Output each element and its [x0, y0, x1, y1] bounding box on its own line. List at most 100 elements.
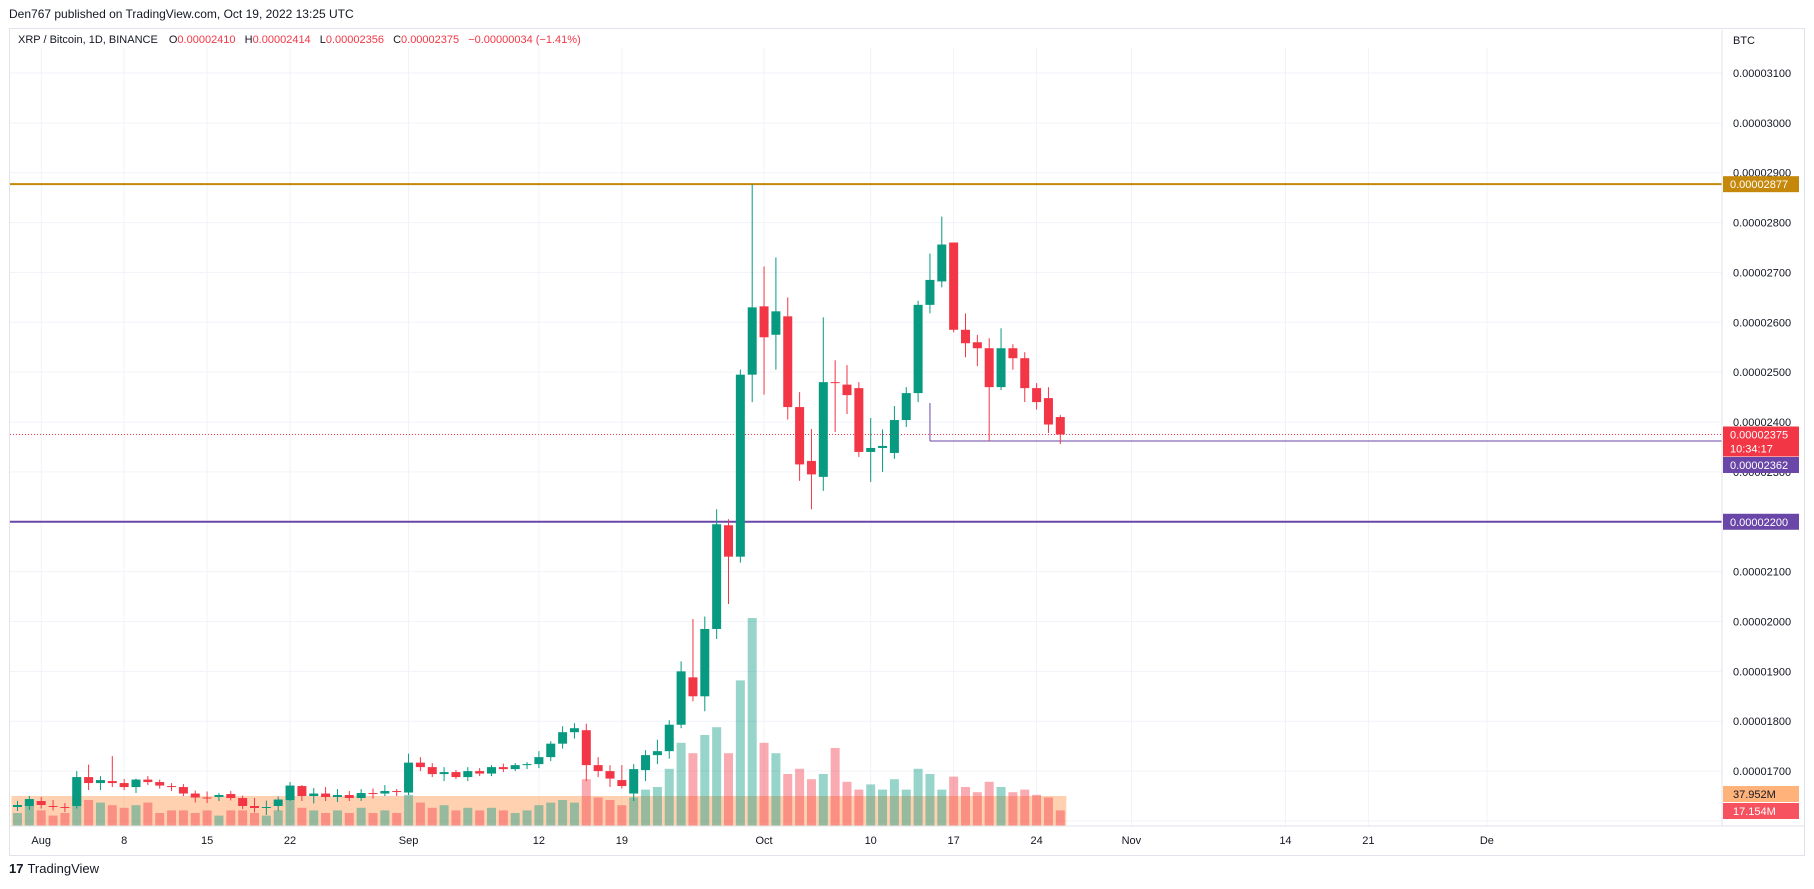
price-axis[interactable]: BTC 0.000031000.000030000.000029000.0000… — [1721, 30, 1791, 826]
candle-body — [60, 806, 70, 808]
candle-body — [771, 311, 781, 335]
candle-body — [226, 794, 236, 799]
candle-body — [392, 791, 402, 793]
volume-bar — [404, 794, 414, 826]
candle-body — [546, 743, 556, 758]
volume-bar — [830, 748, 840, 826]
price-tick-label: 0.00001700 — [1733, 766, 1791, 778]
volume-bar — [119, 807, 129, 826]
candle-body — [984, 348, 994, 388]
time-tick-label: 10 — [865, 835, 877, 847]
candle-body — [617, 780, 627, 787]
candle-body — [712, 524, 722, 629]
candle-body — [972, 342, 982, 349]
volume-bar — [107, 805, 117, 826]
candle-body — [878, 445, 888, 448]
volume-bar — [368, 813, 378, 826]
time-tick-label: De — [1480, 835, 1494, 847]
volume-bar — [984, 781, 994, 826]
volume-bar — [321, 813, 331, 826]
volume-ma-area — [11, 796, 1067, 826]
volume-bar — [273, 810, 283, 826]
volume-bar — [463, 807, 473, 826]
candle-body — [427, 767, 437, 775]
candle-body — [250, 806, 259, 808]
symbol-label[interactable]: XRP / Bitcoin, 1D, BINANCE — [18, 34, 158, 46]
time-tick-label: 17 — [948, 835, 960, 847]
time-tick-label: 21 — [1362, 835, 1374, 847]
candle-body — [48, 806, 58, 807]
volume-ma-badge — [1723, 786, 1799, 802]
candle-body — [36, 801, 46, 806]
candle-body — [261, 806, 271, 808]
volume-bar — [475, 810, 485, 826]
volume-bar — [344, 813, 354, 826]
candle-body — [332, 795, 342, 798]
candle-body — [1043, 398, 1053, 425]
volume-bar — [238, 810, 248, 826]
marker-badge — [1723, 456, 1799, 473]
low-key: L — [319, 34, 326, 46]
candle-body — [309, 793, 319, 797]
time-tick-label: 8 — [121, 835, 127, 847]
candle-body — [95, 780, 105, 784]
candle-body — [593, 765, 603, 772]
volume-bar — [759, 742, 769, 826]
candle-body — [356, 793, 366, 799]
candle-body — [1008, 348, 1018, 359]
volume-bar — [818, 774, 828, 826]
tradingview-brand[interactable]: 17 TradingView — [9, 861, 99, 876]
candle-body — [641, 755, 651, 771]
candle-body — [167, 786, 177, 788]
volume-bar — [795, 768, 805, 826]
volume-bar — [439, 805, 449, 826]
candle-body — [24, 799, 34, 806]
volume-bar — [95, 802, 105, 826]
time-tick-label: Nov — [1122, 835, 1142, 847]
candle-body — [214, 795, 224, 798]
volume-bar — [925, 774, 935, 826]
close-value: 0.00002375 — [401, 34, 460, 46]
candle-body — [735, 374, 745, 557]
volume-bar — [854, 789, 864, 826]
candle-body — [415, 762, 425, 768]
candle-body — [202, 797, 212, 799]
volume-bar — [901, 789, 911, 826]
candle-body — [842, 384, 852, 396]
candle-body — [795, 407, 805, 465]
volume-bar — [913, 768, 923, 826]
volume-bar — [961, 787, 970, 826]
close-key: C — [393, 34, 402, 46]
volume-bar — [1043, 797, 1053, 826]
volume-bar — [84, 800, 94, 826]
volume-bar — [356, 807, 366, 826]
candle-body — [937, 244, 947, 282]
ohlc-legend: XRP / Bitcoin, 1D, BINANCE O0.00002410 H… — [18, 34, 587, 46]
candle-body — [155, 782, 165, 786]
high-value: 0.00002414 — [252, 34, 311, 46]
time-tick-label: Aug — [31, 835, 51, 847]
candle-body — [404, 762, 414, 793]
candle-body — [747, 307, 757, 375]
volume-bar — [309, 810, 319, 826]
candle-body — [996, 348, 1006, 388]
candle-body — [783, 316, 793, 408]
candle-body — [238, 798, 248, 806]
tradingview-name: TradingView — [27, 861, 100, 876]
candle-body — [688, 677, 698, 697]
candles — [13, 184, 1065, 815]
candle-body — [1020, 358, 1030, 389]
high-key: H — [244, 34, 253, 46]
candle-body — [925, 279, 935, 305]
volume-bar — [250, 813, 259, 826]
candle-body — [487, 767, 496, 774]
volume-bar — [285, 800, 295, 826]
time-axis[interactable]: Aug 8 15 22 Sep 12 19 Oct 10 17 24 Nov 14 21 De — [10, 825, 1805, 847]
candle-body — [889, 420, 899, 453]
price-tick-label: 0.00003100 — [1733, 68, 1791, 80]
candle-body — [131, 779, 141, 788]
volume-ma-label: 37.952M — [1733, 789, 1776, 801]
horizontal-lines[interactable] — [10, 183, 1722, 523]
candle-body — [676, 671, 686, 725]
